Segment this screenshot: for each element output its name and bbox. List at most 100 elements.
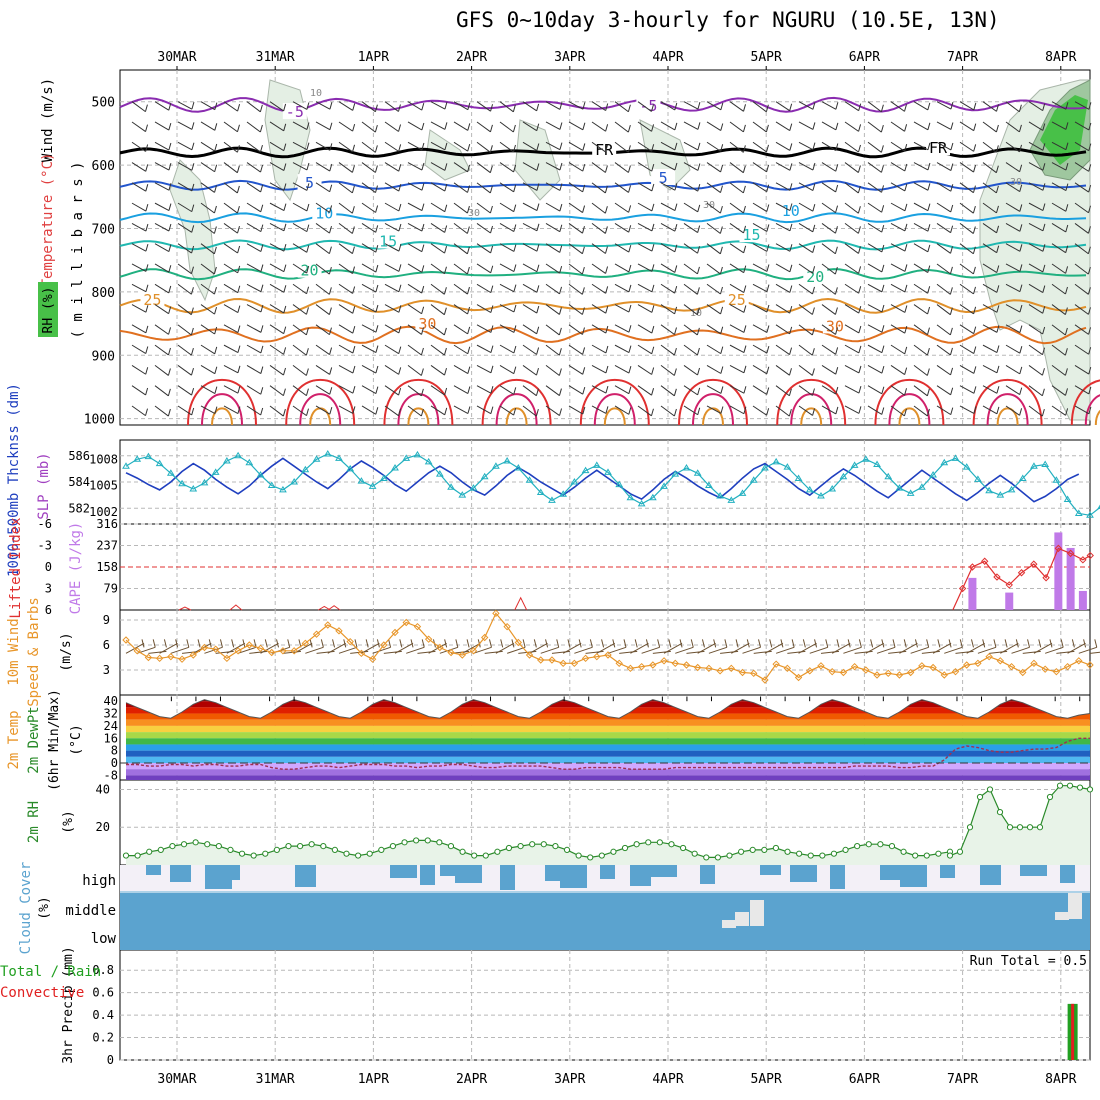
- wind-barb: [1051, 365, 1066, 376]
- rh-marker: [308, 841, 315, 848]
- label-bg: [651, 169, 676, 186]
- wind10-marker: [951, 667, 960, 676]
- wind-barb: [338, 283, 353, 294]
- wind-barb: [131, 405, 146, 417]
- wind10-marker: [884, 669, 892, 678]
- li-marker: [1086, 551, 1094, 560]
- slp-marker: [1074, 509, 1083, 516]
- wind-barb: [384, 141, 399, 152]
- wind-barb: [421, 102, 425, 111]
- date-label-bottom: 5APR: [751, 1072, 782, 1087]
- wind-barb: [775, 182, 791, 191]
- wind-barb: [467, 366, 471, 374]
- wind-barb: [430, 222, 445, 233]
- wind-barb: [651, 264, 655, 272]
- wind10-barb: [1027, 639, 1031, 648]
- thickness-tick-label: 582: [68, 501, 90, 515]
- wind-barb: [398, 243, 402, 252]
- surface-isotherm: [1070, 379, 1100, 426]
- wind-barb: [683, 162, 699, 171]
- slp-marker: [469, 484, 478, 491]
- wind-barb: [697, 122, 701, 130]
- wind-barb: [545, 344, 560, 356]
- wind-barb: [467, 386, 471, 394]
- wind10-marker: [167, 652, 175, 661]
- wind-barb: [444, 183, 448, 192]
- wind-barb: [499, 101, 514, 113]
- wind-barb: [706, 182, 721, 193]
- wind-tick-label: 6: [103, 638, 110, 652]
- wind-barb: [798, 263, 813, 274]
- wind-barb: [351, 246, 355, 254]
- wind-barb: [338, 243, 353, 254]
- wind-barb: [719, 205, 723, 214]
- wind-barb: [361, 141, 376, 153]
- wind-barb: [522, 344, 537, 355]
- wind-barb: [775, 283, 791, 293]
- temp-band: [126, 699, 1090, 702]
- slp-marker: [267, 481, 276, 488]
- wind-barb: [191, 245, 195, 254]
- wind-barb: [467, 346, 471, 354]
- wind-barb: [260, 204, 264, 212]
- wind-barb: [591, 405, 607, 414]
- wind-barb: [260, 304, 264, 313]
- wind-barb: [283, 285, 287, 293]
- wind-barb: [972, 266, 976, 275]
- wind-barb: [444, 204, 448, 212]
- rh-marker: [157, 846, 164, 853]
- wind-barb: [545, 141, 561, 151]
- wind-barb: [1028, 263, 1044, 273]
- wind10-marker: [290, 647, 298, 655]
- wind-barb: [559, 408, 563, 416]
- wind-barb: [926, 388, 930, 396]
- wind-barb: [522, 202, 538, 212]
- wind10-marker: [929, 663, 937, 672]
- wind-barb: [453, 324, 468, 335]
- wind10-barb: [260, 642, 279, 654]
- wind-barb: [674, 142, 678, 151]
- wind-barb: [490, 345, 494, 353]
- wind-barb: [775, 385, 790, 397]
- wind-barb: [476, 182, 491, 194]
- wind-barb: [490, 406, 494, 414]
- wind10-barb: [338, 646, 358, 654]
- wind-barb: [973, 144, 977, 152]
- isotherm-label: 15: [379, 232, 397, 250]
- thickness-line: [125, 457, 1080, 503]
- wind-barb: [200, 141, 215, 152]
- wind-barb: [522, 101, 537, 112]
- wind-barb: [798, 182, 814, 191]
- wind-barb: [628, 325, 632, 333]
- wind-barb: [306, 142, 310, 150]
- wind-barb: [788, 368, 792, 376]
- rh-marker: [227, 846, 234, 853]
- wind-barb: [476, 405, 492, 415]
- wind-barb: [1042, 183, 1046, 191]
- li-marker: [1066, 549, 1075, 558]
- wind-barb: [697, 387, 701, 396]
- rh-marker: [273, 846, 280, 853]
- wind-barb: [375, 386, 379, 394]
- wind-barb: [191, 122, 195, 130]
- wind-barb: [950, 204, 954, 213]
- wind-barb: [798, 385, 813, 396]
- surface-isotherm: [898, 407, 921, 426]
- isotherm-label: FR: [595, 141, 614, 159]
- wind-barb: [1065, 204, 1069, 212]
- wind-barb: [361, 405, 377, 415]
- wind-barb: [766, 164, 770, 172]
- wind-barb: [522, 385, 537, 397]
- wind-barb: [430, 162, 446, 171]
- wind-barb: [1028, 121, 1044, 131]
- wind-barb: [237, 325, 241, 333]
- isotherm-label: 15: [742, 226, 760, 244]
- cloud-high-bar: [1020, 865, 1047, 876]
- wind-barb: [591, 182, 606, 194]
- wind-barb: [614, 364, 630, 374]
- wind-barb: [950, 407, 954, 415]
- pressure-tick-label: 600: [92, 159, 115, 174]
- li-blip: [327, 605, 341, 611]
- wind-barb: [936, 283, 951, 295]
- wind-barb: [522, 121, 538, 132]
